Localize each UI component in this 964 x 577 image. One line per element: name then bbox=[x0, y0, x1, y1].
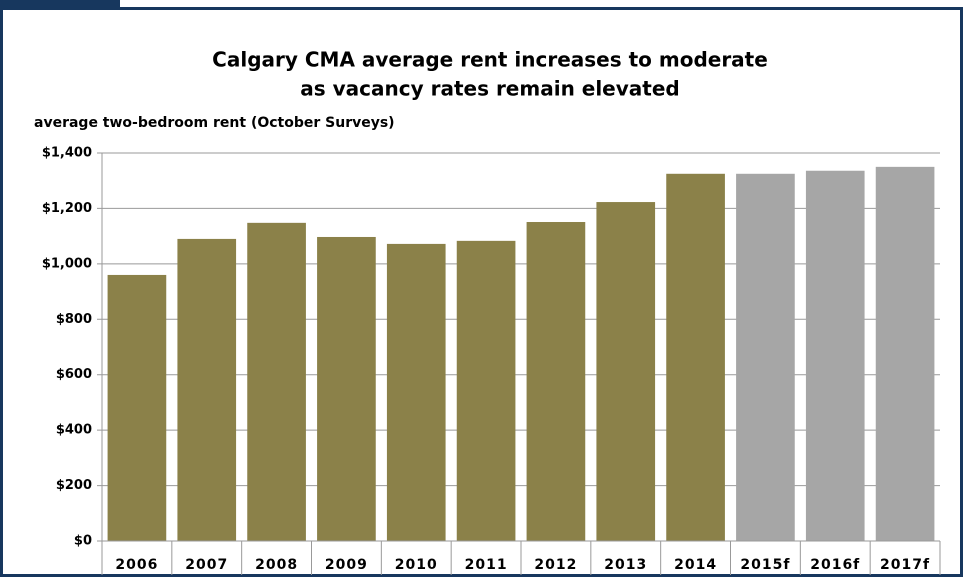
x-tick-label: 2013 bbox=[604, 557, 647, 573]
bar bbox=[666, 173, 725, 542]
x-tick-label: 2009 bbox=[325, 557, 368, 573]
y-tick-label: $800 bbox=[56, 312, 92, 327]
y-tick-label: $400 bbox=[56, 423, 92, 438]
x-tick-label: 2014 bbox=[674, 557, 717, 573]
bar bbox=[456, 240, 516, 541]
x-tick-label: 2011 bbox=[465, 557, 508, 573]
bar bbox=[247, 222, 306, 541]
bar bbox=[805, 170, 865, 542]
x-tick-label: 2007 bbox=[185, 557, 228, 573]
bar bbox=[386, 243, 446, 541]
bar bbox=[317, 236, 376, 541]
x-tick-label: 2010 bbox=[395, 557, 438, 573]
y-tick-label: $1,400 bbox=[42, 146, 92, 161]
x-tick-label: 2008 bbox=[255, 557, 298, 573]
y-tick-label: $1,000 bbox=[42, 256, 92, 271]
chart-title: Calgary CMA average rent increases to mo… bbox=[212, 48, 768, 72]
bar bbox=[177, 238, 237, 541]
y-tick-label: $600 bbox=[56, 367, 92, 382]
bar bbox=[596, 202, 656, 541]
y-tick-label: $0 bbox=[74, 534, 92, 549]
x-tick-label: 2017f bbox=[880, 557, 930, 573]
x-tick-label: 2015f bbox=[740, 557, 790, 573]
header-tab bbox=[0, 0, 120, 10]
x-tick-label: 2012 bbox=[534, 557, 577, 573]
bar bbox=[875, 166, 935, 541]
frame bbox=[0, 7, 963, 577]
x-tick-label: 2016f bbox=[810, 557, 860, 573]
y-tick-label: $200 bbox=[56, 478, 92, 493]
y-tick-label: $1,200 bbox=[42, 201, 92, 216]
x-tick-label: 2006 bbox=[115, 557, 158, 573]
bar bbox=[526, 222, 586, 541]
chart-title: as vacancy rates remain elevated bbox=[300, 77, 679, 101]
y-axis-label: average two-bedroom rent (October Survey… bbox=[34, 115, 395, 131]
bar bbox=[107, 274, 167, 541]
bar bbox=[736, 173, 795, 542]
